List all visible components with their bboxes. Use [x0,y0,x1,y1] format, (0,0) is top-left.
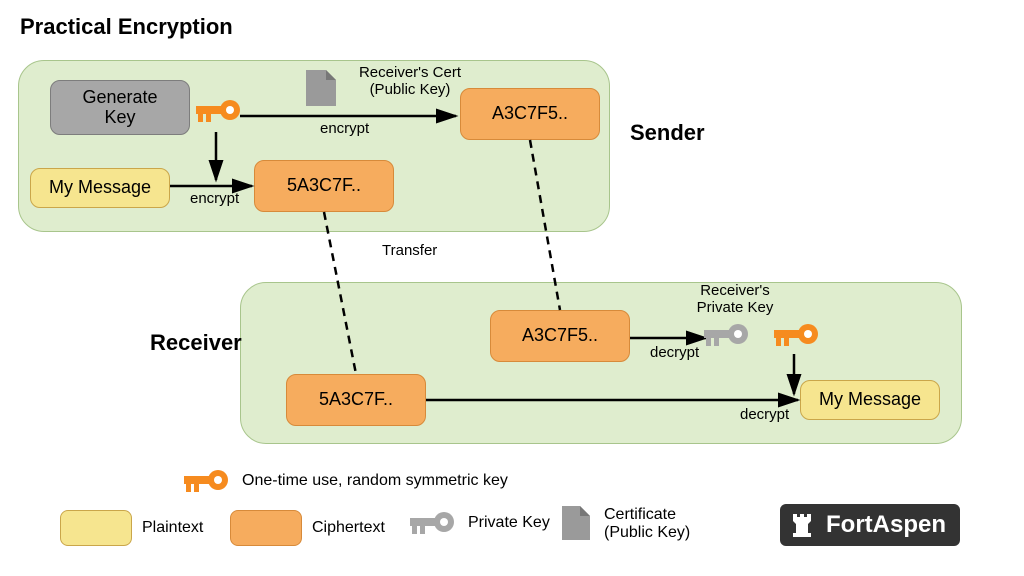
cert-icon [560,504,594,544]
sender-label: Sender [630,120,705,146]
legend-text: Certificate(Public Key) [604,506,690,542]
brand-text: FortAspen [826,511,946,539]
legend-text: One-time use, random symmetric key [242,472,508,490]
page-title: Practical Encryption [20,14,233,40]
key-icon [410,510,458,536]
generate-key-node: GenerateKey [50,80,190,135]
legend-text: Plaintext [142,519,203,537]
legend-text: Ciphertext [312,519,385,537]
legend-item: Plaintext [60,510,203,546]
legend-box-icon [230,510,302,546]
cipher-msg-sender-node: 5A3C7F.. [254,160,394,212]
encrypt-top-label: encrypt [320,120,369,137]
transfer-label: Transfer [382,242,437,259]
diagram-canvas: Practical Encryption Sender Receiver Gen… [0,0,1024,576]
cipher-msg-receiver-node: 5A3C7F.. [286,374,426,426]
rook-icon [790,510,816,540]
legend-box-icon [60,510,132,546]
decrypt-msg-label: decrypt [740,406,789,423]
my-message-node: My Message [30,168,170,208]
legend-item: Private Key [410,510,550,536]
cipher-key-receiver-node: A3C7F5.. [490,310,630,362]
legend-item: Certificate(Public Key) [560,504,690,544]
decrypt-key-label: decrypt [650,344,699,361]
legend-item: One-time use, random symmetric key [184,468,508,494]
receivers-priv-label: Receiver'sPrivate Key [680,282,790,317]
legend-item: Ciphertext [230,510,385,546]
my-message-out-node: My Message [800,380,940,420]
receivers-cert-label: Receiver's Cert(Public Key) [340,64,480,99]
legend-text: Private Key [468,514,550,532]
encrypt-bottom-label: encrypt [190,190,239,207]
brand-badge: FortAspen [780,504,960,546]
cipher-key-sender-node: A3C7F5.. [460,88,600,140]
key-icon [184,468,232,494]
receiver-label: Receiver [150,330,242,356]
